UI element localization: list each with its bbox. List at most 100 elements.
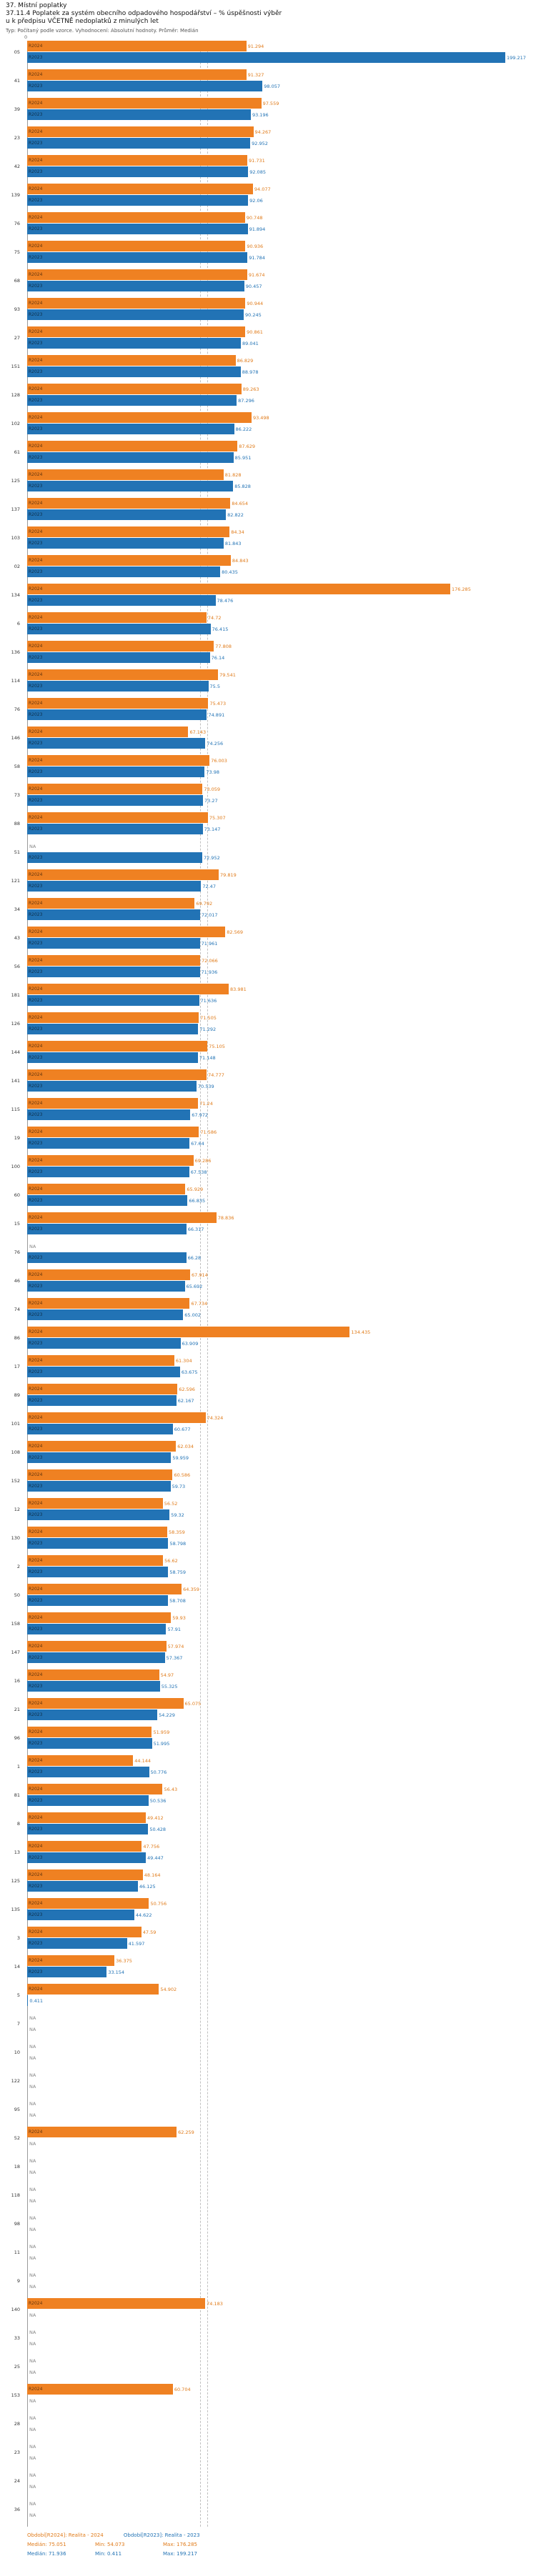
bar-r2023[interactable]: R2023 xyxy=(27,1567,169,1577)
bar-r2023[interactable]: R2023 xyxy=(27,967,200,977)
bar-r2023[interactable]: R2023 xyxy=(27,1852,147,1863)
bar-r2023[interactable]: R2023 xyxy=(27,1481,171,1492)
bar-r2024[interactable]: R2024 xyxy=(27,98,262,109)
bar-r2023[interactable]: R2023 xyxy=(27,1738,152,1749)
bar-r2024[interactable]: R2024 xyxy=(27,1527,167,1537)
bar-r2023[interactable]: R2023 xyxy=(27,1995,29,2006)
bar-r2023[interactable]: R2023 xyxy=(27,1709,158,1720)
bar-r2023[interactable]: R2023 xyxy=(27,1367,180,1377)
bar-r2024[interactable]: R2024 xyxy=(27,298,246,309)
bar-r2023[interactable]: R2023 xyxy=(27,566,221,577)
bar-r2023[interactable]: R2023 xyxy=(27,309,244,320)
bar-r2023[interactable]: R2023 xyxy=(27,395,237,406)
bar-r2024[interactable]: R2024 xyxy=(27,384,242,394)
bar-r2024[interactable]: R2024 xyxy=(27,1127,199,1137)
bar-r2024[interactable]: R2024 xyxy=(27,1184,186,1194)
bar-r2023[interactable]: R2023 xyxy=(27,1109,191,1120)
bar-r2023[interactable]: R2023 xyxy=(27,338,241,349)
bar-r2023[interactable]: R2023 xyxy=(27,1024,199,1034)
bar-r2024[interactable]: R2024 xyxy=(27,1384,178,1394)
bar-r2024[interactable]: R2024 xyxy=(27,326,246,337)
bar-r2024[interactable]: R2024 xyxy=(27,612,207,623)
bar-r2024[interactable]: R2024 xyxy=(27,1784,163,1794)
bar-r2024[interactable]: R2024 xyxy=(27,927,226,937)
bar-r2023[interactable]: R2023 xyxy=(27,224,248,234)
bar-r2023[interactable]: R2023 xyxy=(27,366,241,377)
bar-r2024[interactable]: R2024 xyxy=(27,555,231,566)
bar-r2023[interactable]: R2023 xyxy=(27,1909,134,1920)
bar-r2024[interactable]: R2024 xyxy=(27,698,209,709)
bar-r2024[interactable]: R2024 xyxy=(27,526,230,537)
bar-r2023[interactable]: R2023 xyxy=(27,1281,185,1292)
bar-r2024[interactable]: R2024 xyxy=(27,1412,206,1423)
bar-r2023[interactable]: R2023 xyxy=(27,509,227,520)
bar-r2024[interactable]: R2024 xyxy=(27,898,195,909)
bar-r2023[interactable]: R2023 xyxy=(27,138,251,149)
bar-r2024[interactable]: R2024 xyxy=(27,69,247,80)
bar-r2023[interactable]: R2023 xyxy=(27,252,248,263)
bar-r2024[interactable]: R2024 xyxy=(27,955,200,966)
bar-r2024[interactable]: R2024 xyxy=(27,1155,194,1166)
bar-r2024[interactable]: R2024 xyxy=(27,1012,199,1023)
bar-r2023[interactable]: R2023 xyxy=(27,824,203,834)
bar-r2023[interactable]: R2023 xyxy=(27,1224,187,1234)
bar-r2023[interactable]: R2023 xyxy=(27,1509,170,1520)
bar-r2024[interactable]: R2024 xyxy=(27,641,214,652)
bar-r2023[interactable]: R2023 xyxy=(27,624,211,634)
bar-r2023[interactable]: R2023 xyxy=(27,1538,169,1549)
bar-r2024[interactable]: R2024 xyxy=(27,2384,173,2395)
bar-r2023[interactable]: R2023 xyxy=(27,538,224,549)
bar-r2023[interactable]: R2023 xyxy=(27,595,216,606)
bar-r2024[interactable]: R2024 xyxy=(27,669,219,680)
bar-r2023[interactable]: R2023 xyxy=(27,1938,127,1949)
bar-r2024[interactable]: R2024 xyxy=(27,269,247,280)
bar-r2024[interactable]: R2024 xyxy=(27,1098,199,1109)
bar-r2024[interactable]: R2024 xyxy=(27,1641,167,1652)
bar-r2024[interactable]: R2024 xyxy=(27,1669,159,1680)
bar-r2024[interactable]: R2024 xyxy=(27,1298,190,1309)
bar-r2024[interactable]: R2024 xyxy=(27,241,246,251)
bar-r2023[interactable]: R2023 xyxy=(27,1052,198,1063)
bar-r2023[interactable]: R2023 xyxy=(27,1652,165,1663)
bar-r2023[interactable]: R2023 xyxy=(27,109,251,120)
bar-r2023[interactable]: R2023 xyxy=(27,1395,177,1406)
bar-r2024[interactable]: R2024 xyxy=(27,1069,207,1080)
bar-r2023[interactable]: R2023 xyxy=(27,1252,187,1263)
legend-item-r2024[interactable]: Období[R2024]: Realita - 2024 xyxy=(27,2532,104,2538)
bar-r2024[interactable]: R2024 xyxy=(27,1812,146,1823)
bar-r2023[interactable]: R2023 xyxy=(27,1967,107,1977)
bar-r2024[interactable]: R2024 xyxy=(27,1041,208,1052)
bar-r2023[interactable]: R2023 xyxy=(27,1881,138,1892)
bar-r2023[interactable]: R2023 xyxy=(27,852,202,863)
bar-r2024[interactable]: R2024 xyxy=(27,469,224,480)
bar-r2024[interactable]: R2024 xyxy=(27,1212,217,1223)
bar-r2024[interactable]: R2024 xyxy=(27,441,238,451)
bar-r2023[interactable]: R2023 xyxy=(27,909,200,920)
bar-r2024[interactable]: R2024 xyxy=(27,1927,142,1937)
bar-r2024[interactable]: R2024 xyxy=(27,1555,164,1566)
bar-r2024[interactable]: R2024 xyxy=(27,1498,163,1509)
bar-r2023[interactable]: R2023 xyxy=(27,1081,197,1092)
bar-r2024[interactable]: R2024 xyxy=(27,584,450,594)
bar-r2024[interactable]: R2024 xyxy=(27,1355,174,1366)
bar-r2023[interactable]: R2023 xyxy=(27,1167,189,1177)
bar-r2023[interactable]: R2023 xyxy=(27,1595,169,1606)
bar-r2024[interactable]: R2024 xyxy=(27,1755,134,1766)
bar-r2024[interactable]: R2024 xyxy=(27,498,231,509)
bar-r2023[interactable]: R2023 xyxy=(27,1824,149,1834)
bar-r2023[interactable]: R2023 xyxy=(27,1195,188,1206)
bar-r2023[interactable]: R2023 xyxy=(27,452,234,463)
bar-r2024[interactable]: R2024 xyxy=(27,1269,191,1280)
bar-r2024[interactable]: R2024 xyxy=(27,1841,142,1852)
bar-r2024[interactable]: R2024 xyxy=(27,1727,152,1737)
bar-r2024[interactable]: R2024 xyxy=(27,984,229,994)
bar-r2023[interactable]: R2023 xyxy=(27,938,200,949)
bar-r2023[interactable]: R2023 xyxy=(27,795,204,806)
bar-r2023[interactable]: R2023 xyxy=(27,281,244,291)
bar-r2024[interactable]: R2024 xyxy=(27,755,210,766)
legend-item-r2023[interactable]: Období[R2023]: Realita - 2023 xyxy=(123,2532,200,2538)
bar-r2024[interactable]: R2024 xyxy=(27,1984,159,1995)
bar-r2024[interactable]: R2024 xyxy=(27,1869,143,1880)
bar-r2024[interactable]: R2024 xyxy=(27,155,248,166)
bar-r2023[interactable]: R2023 xyxy=(27,1681,160,1692)
